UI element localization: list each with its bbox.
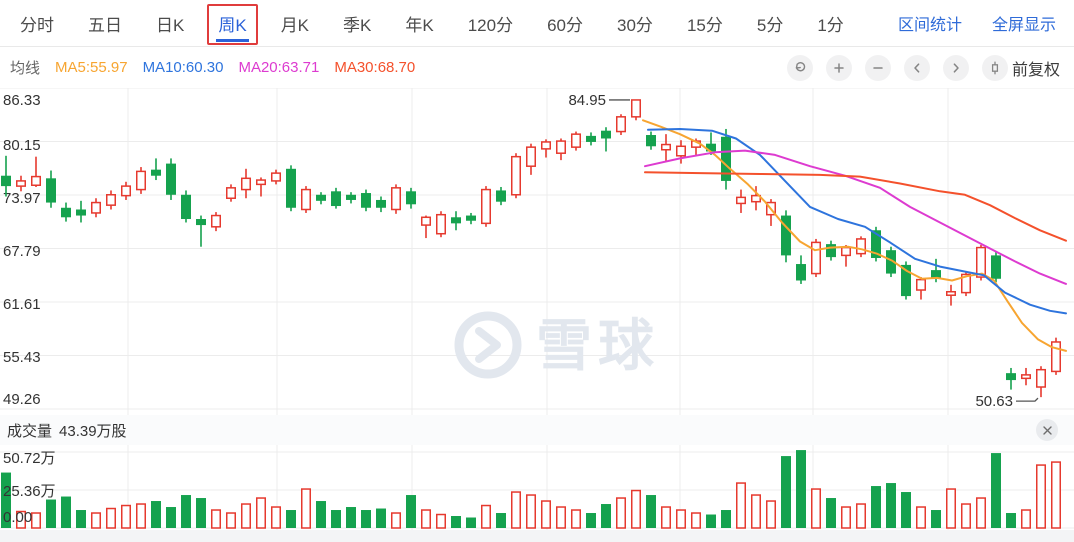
ma-legend-ma5: MA5:55.97 bbox=[55, 59, 128, 76]
zoom-out-button[interactable] bbox=[864, 54, 891, 81]
chart-toolbar: 均线 MA5:55.97 MA10:60.30 MA20:63.71 MA30:68.… bbox=[0, 47, 1074, 88]
tab-分时[interactable]: 分时 bbox=[20, 15, 54, 35]
high-annotation: 84.95 bbox=[568, 92, 606, 109]
pan-left-icon bbox=[910, 61, 924, 75]
period-tabbar: 分时 五日 日K 周K 月K 季K 年K 120分 60分 30分 15分 5分 1分 区间统计 全屏显… bbox=[0, 0, 1074, 47]
zoom-in-icon bbox=[832, 61, 846, 75]
tab-周K[interactable]: 周K bbox=[207, 3, 258, 45]
svg-text:25.36万: 25.36万 bbox=[3, 483, 56, 500]
low-annotation: 50.63 bbox=[975, 393, 1013, 410]
pan-right-button[interactable] bbox=[942, 54, 969, 81]
close-icon bbox=[1042, 425, 1053, 436]
undo-button[interactable] bbox=[786, 54, 813, 81]
bottom-strip bbox=[0, 530, 1074, 542]
zoom-out-icon bbox=[871, 61, 885, 75]
tab-60分[interactable]: 60分 bbox=[547, 15, 584, 35]
chart-controls bbox=[786, 54, 1008, 81]
xueqiu-watermark: 雪球 bbox=[454, 311, 660, 379]
tab-五日[interactable]: 五日 bbox=[88, 15, 122, 35]
range-stats-link[interactable]: 区间统计 bbox=[897, 17, 962, 34]
volume-title: 成交量 bbox=[7, 422, 53, 440]
svg-text:0.00: 0.00 bbox=[3, 509, 32, 526]
svg-text:50.72万: 50.72万 bbox=[3, 450, 56, 467]
tab-30分[interactable]: 30分 bbox=[617, 15, 653, 35]
tab-年K[interactable]: 年K bbox=[405, 15, 434, 35]
ma-legend-items: MA5:55.97 MA10:60.30 MA20:63.71 MA30:68.70 bbox=[55, 59, 415, 76]
svg-text:55.43: 55.43 bbox=[3, 349, 41, 366]
svg-text:49.26: 49.26 bbox=[3, 391, 41, 408]
tab-120分[interactable]: 120分 bbox=[467, 15, 514, 35]
fullscreen-link[interactable]: 全屏显示 bbox=[991, 17, 1056, 34]
volume-chart[interactable]: 50.72万 25.36万 0.00 bbox=[0, 445, 1074, 530]
zoom-in-button[interactable] bbox=[825, 54, 852, 81]
pan-right-icon bbox=[949, 61, 963, 75]
ma-legend-ma10: MA10:60.30 bbox=[142, 59, 224, 76]
svg-text:73.97: 73.97 bbox=[3, 190, 41, 207]
svg-text:80.15: 80.15 bbox=[3, 137, 41, 154]
svg-text:86.33: 86.33 bbox=[3, 92, 41, 109]
tabbar-links: 区间统计 全屏显示 bbox=[898, 11, 1056, 35]
chart-style-button[interactable] bbox=[981, 54, 1008, 81]
period-tabs: 分时 五日 日K 周K 月K 季K 年K 120分 60分 30分 15分 5分 1分 bbox=[20, 3, 898, 45]
tab-季K[interactable]: 季K bbox=[343, 15, 372, 35]
tab-5分[interactable]: 5分 bbox=[756, 15, 784, 35]
svg-text:67.79: 67.79 bbox=[3, 243, 41, 260]
ma-legend-title: 均线 bbox=[10, 60, 41, 77]
ma-legend: 均线 MA5:55.97 MA10:60.30 MA20:63.71 MA30:68.… bbox=[10, 57, 787, 78]
undo-icon bbox=[793, 61, 807, 75]
price-chart[interactable]: 雪球 86.33 80.15 73.97 67.79 61.61 55.43 49.26 84.… bbox=[0, 87, 1074, 415]
volume-current-value: 43.39万股 bbox=[59, 422, 127, 440]
tab-日K[interactable]: 日K bbox=[156, 15, 185, 35]
volume-close-button[interactable] bbox=[1036, 419, 1058, 441]
volume-chart-panel: 50.72万 25.36万 0.00 bbox=[0, 445, 1074, 530]
tab-15分[interactable]: 15分 bbox=[686, 15, 723, 35]
tab-月K[interactable]: 月K bbox=[280, 15, 310, 35]
volume-header: 成交量 43.39万股 bbox=[0, 415, 1074, 445]
ma-legend-ma20: MA20:63.71 bbox=[238, 59, 320, 76]
tab-1分[interactable]: 1分 bbox=[817, 15, 844, 35]
svg-text:61.61: 61.61 bbox=[3, 296, 41, 313]
chart-style-icon bbox=[988, 61, 1002, 75]
ma-legend-ma30: MA30:68.70 bbox=[334, 59, 416, 76]
adjust-mode-label[interactable]: 前复权 bbox=[1011, 61, 1060, 79]
svg-text:雪球: 雪球 bbox=[536, 314, 660, 377]
price-chart-panel: 雪球 86.33 80.15 73.97 67.79 61.61 55.43 49.26 84.… bbox=[0, 87, 1074, 415]
pan-left-button[interactable] bbox=[903, 54, 930, 81]
